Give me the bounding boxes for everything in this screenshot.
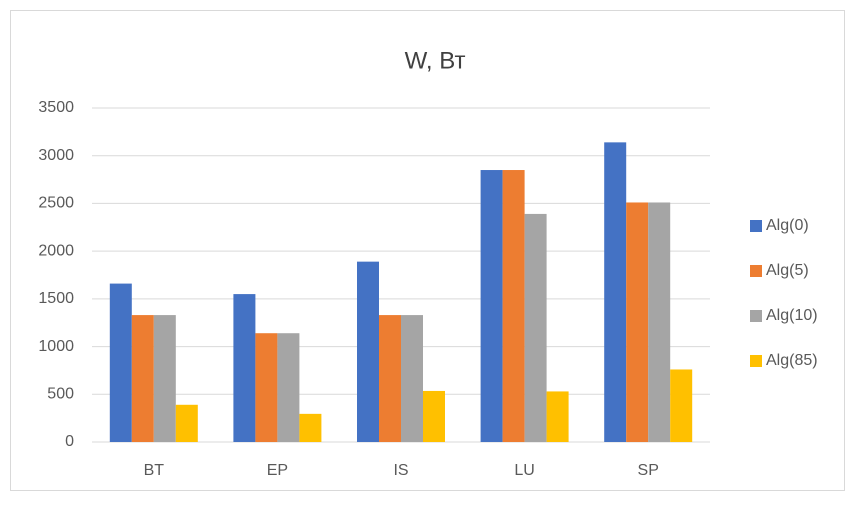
bar [423,390,445,442]
legend-label: Alg(5) [766,262,809,279]
bar [648,202,671,442]
x-tick-label: IS [393,462,408,479]
legend-swatch [750,220,762,232]
bar [502,170,525,442]
y-tick-label: 3000 [38,147,74,164]
y-tick-label: 500 [47,386,74,403]
bar [401,315,423,442]
bar [626,202,649,442]
legend-label: Alg(85) [766,352,818,369]
x-tick-label: EP [267,462,288,479]
y-tick-label: 1000 [38,338,74,355]
x-tick-label: LU [514,462,534,479]
y-tick-label: 1500 [38,290,74,307]
bar [670,369,693,442]
bar [277,333,300,442]
bar [299,413,322,442]
y-tick-label: 2000 [38,242,74,259]
y-tick-label: 3500 [38,99,74,116]
bar [379,315,401,442]
bar [109,283,132,442]
bar [524,213,547,442]
legend-swatch [750,310,762,322]
x-tick-label: BT [144,462,165,479]
bar [233,294,256,442]
chart-title: W, Вт [405,47,466,74]
bar [255,333,278,442]
bar [357,261,379,442]
bar [546,391,569,442]
y-tick-label: 0 [65,433,74,450]
legend-label: Alg(0) [766,217,809,234]
bar [604,142,627,442]
bar [153,315,176,442]
legend-label: Alg(10) [766,307,818,324]
bar [480,170,503,442]
x-tick-label: SP [638,462,659,479]
bar [131,315,154,442]
y-tick-label: 2500 [38,195,74,212]
legend-swatch [750,265,762,277]
bar [175,404,198,442]
legend-swatch [750,355,762,367]
